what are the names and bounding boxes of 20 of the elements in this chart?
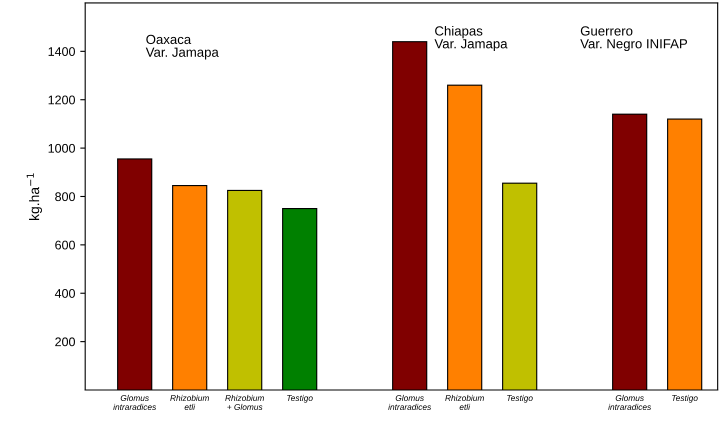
x-tick-label: Glomus intraradices <box>388 394 432 410</box>
annotation: Guerrero Var. Negro INIFAP <box>580 26 688 52</box>
y-tick-label: 1400 <box>48 47 75 56</box>
annotation: Chiapas Var. Jamapa <box>434 26 508 52</box>
y-tick-label: 800 <box>55 192 75 202</box>
y-axis-title: kg.ha$^{−1}$ <box>26 173 42 220</box>
y-tick-label: 1000 <box>48 144 75 153</box>
x-tick-label: Glomus intraradices <box>608 394 652 410</box>
x-tick-label: Glomus intraradices <box>113 394 156 410</box>
x-tick-label: Testigo <box>672 394 698 403</box>
y-tick-label: 400 <box>54 289 75 298</box>
y-tick-label: 600 <box>55 240 75 250</box>
x-tick-label: Rhizobium + Glomus <box>225 394 264 410</box>
x-tick-label: Testigo <box>507 394 533 403</box>
x-tick-label: Testigo <box>287 394 313 403</box>
y-tick-label: 1200 <box>48 96 75 104</box>
annotation: Oaxaca Var. Jamapa <box>146 34 219 60</box>
x-tick-label: Rhizobium etli <box>170 394 209 410</box>
x-tick-label: Rhizobium etli <box>445 394 484 410</box>
y-tick-label: 200 <box>55 337 75 346</box>
